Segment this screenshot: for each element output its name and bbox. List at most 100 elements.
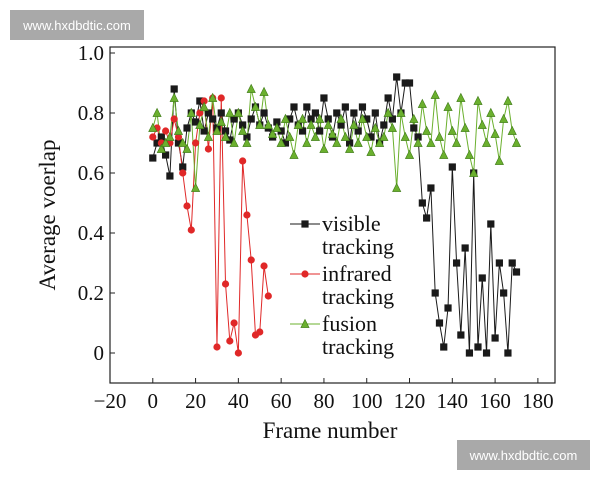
marker bbox=[473, 95, 483, 105]
marker bbox=[280, 113, 291, 123]
legend-label: fusion tracking bbox=[322, 311, 395, 359]
marker bbox=[405, 79, 414, 87]
marker bbox=[226, 337, 234, 345]
marker bbox=[423, 214, 431, 222]
marker bbox=[392, 182, 402, 192]
marker bbox=[444, 304, 452, 312]
marker bbox=[367, 133, 375, 141]
marker bbox=[307, 115, 315, 123]
marker bbox=[239, 157, 247, 165]
legend-label: infrared tracking bbox=[322, 261, 395, 309]
y-tick-label: 0.6 bbox=[78, 161, 104, 185]
marker bbox=[323, 119, 333, 129]
marker bbox=[316, 127, 324, 135]
y-tick-label: 1.0 bbox=[78, 41, 104, 65]
marker bbox=[208, 92, 218, 102]
marker bbox=[216, 116, 226, 126]
marker bbox=[203, 131, 213, 141]
marker bbox=[272, 122, 282, 132]
marker bbox=[190, 182, 201, 192]
marker bbox=[440, 343, 448, 351]
marker bbox=[362, 131, 372, 141]
x-axis-label: Frame number bbox=[263, 418, 398, 443]
marker bbox=[217, 109, 225, 117]
marker bbox=[431, 289, 439, 297]
marker bbox=[494, 155, 504, 165]
marker bbox=[161, 137, 171, 147]
marker bbox=[221, 280, 230, 288]
marker bbox=[169, 92, 179, 102]
marker bbox=[166, 172, 174, 180]
marker bbox=[500, 289, 508, 297]
marker bbox=[332, 137, 342, 147]
marker bbox=[281, 139, 290, 147]
marker bbox=[182, 143, 192, 153]
marker bbox=[456, 92, 466, 102]
marker bbox=[187, 226, 195, 234]
marker bbox=[230, 115, 238, 123]
marker bbox=[156, 143, 166, 153]
marker bbox=[196, 109, 204, 117]
y-tick-label: 0 bbox=[94, 341, 105, 365]
marker bbox=[400, 131, 410, 141]
marker bbox=[195, 119, 205, 129]
marker bbox=[413, 137, 423, 147]
marker bbox=[452, 259, 461, 267]
marker bbox=[209, 115, 217, 123]
marker bbox=[183, 124, 191, 132]
marker bbox=[383, 107, 393, 117]
marker bbox=[315, 113, 325, 123]
marker bbox=[149, 154, 157, 162]
marker bbox=[384, 94, 392, 102]
marker bbox=[319, 143, 329, 153]
marker bbox=[153, 139, 161, 147]
marker bbox=[268, 128, 278, 138]
marker bbox=[264, 292, 272, 300]
marker bbox=[374, 137, 385, 147]
marker bbox=[363, 115, 371, 123]
marker bbox=[482, 349, 491, 357]
marker bbox=[426, 137, 436, 147]
marker bbox=[239, 121, 247, 129]
marker bbox=[183, 202, 191, 210]
marker bbox=[457, 331, 465, 339]
marker bbox=[220, 131, 231, 141]
marker bbox=[173, 125, 184, 135]
marker bbox=[259, 86, 269, 96]
marker bbox=[435, 319, 444, 327]
marker bbox=[191, 139, 200, 147]
marker bbox=[430, 89, 440, 99]
marker bbox=[346, 139, 354, 147]
x-tick-label: 0 bbox=[148, 389, 159, 413]
marker bbox=[474, 343, 482, 351]
marker bbox=[452, 137, 462, 147]
marker bbox=[255, 119, 265, 129]
marker bbox=[337, 121, 345, 129]
marker bbox=[302, 137, 312, 147]
series-line bbox=[152, 97, 269, 354]
marker bbox=[379, 131, 389, 141]
marker bbox=[243, 133, 251, 141]
marker bbox=[204, 109, 213, 117]
marker bbox=[354, 127, 362, 135]
marker bbox=[443, 101, 453, 111]
marker bbox=[293, 119, 303, 129]
x-tick-label: 120 bbox=[394, 389, 426, 413]
marker bbox=[247, 115, 255, 123]
marker bbox=[414, 133, 422, 141]
x-tick-label: 40 bbox=[228, 389, 249, 413]
marker bbox=[349, 119, 359, 129]
marker bbox=[179, 163, 187, 171]
marker bbox=[300, 318, 310, 328]
marker bbox=[200, 97, 208, 105]
marker bbox=[273, 118, 281, 126]
marker bbox=[277, 127, 285, 135]
marker bbox=[341, 103, 349, 111]
marker bbox=[333, 109, 341, 117]
marker bbox=[380, 121, 388, 129]
legend-icon bbox=[290, 220, 320, 228]
marker bbox=[387, 122, 397, 132]
legend-item: infrared tracking bbox=[288, 262, 432, 308]
